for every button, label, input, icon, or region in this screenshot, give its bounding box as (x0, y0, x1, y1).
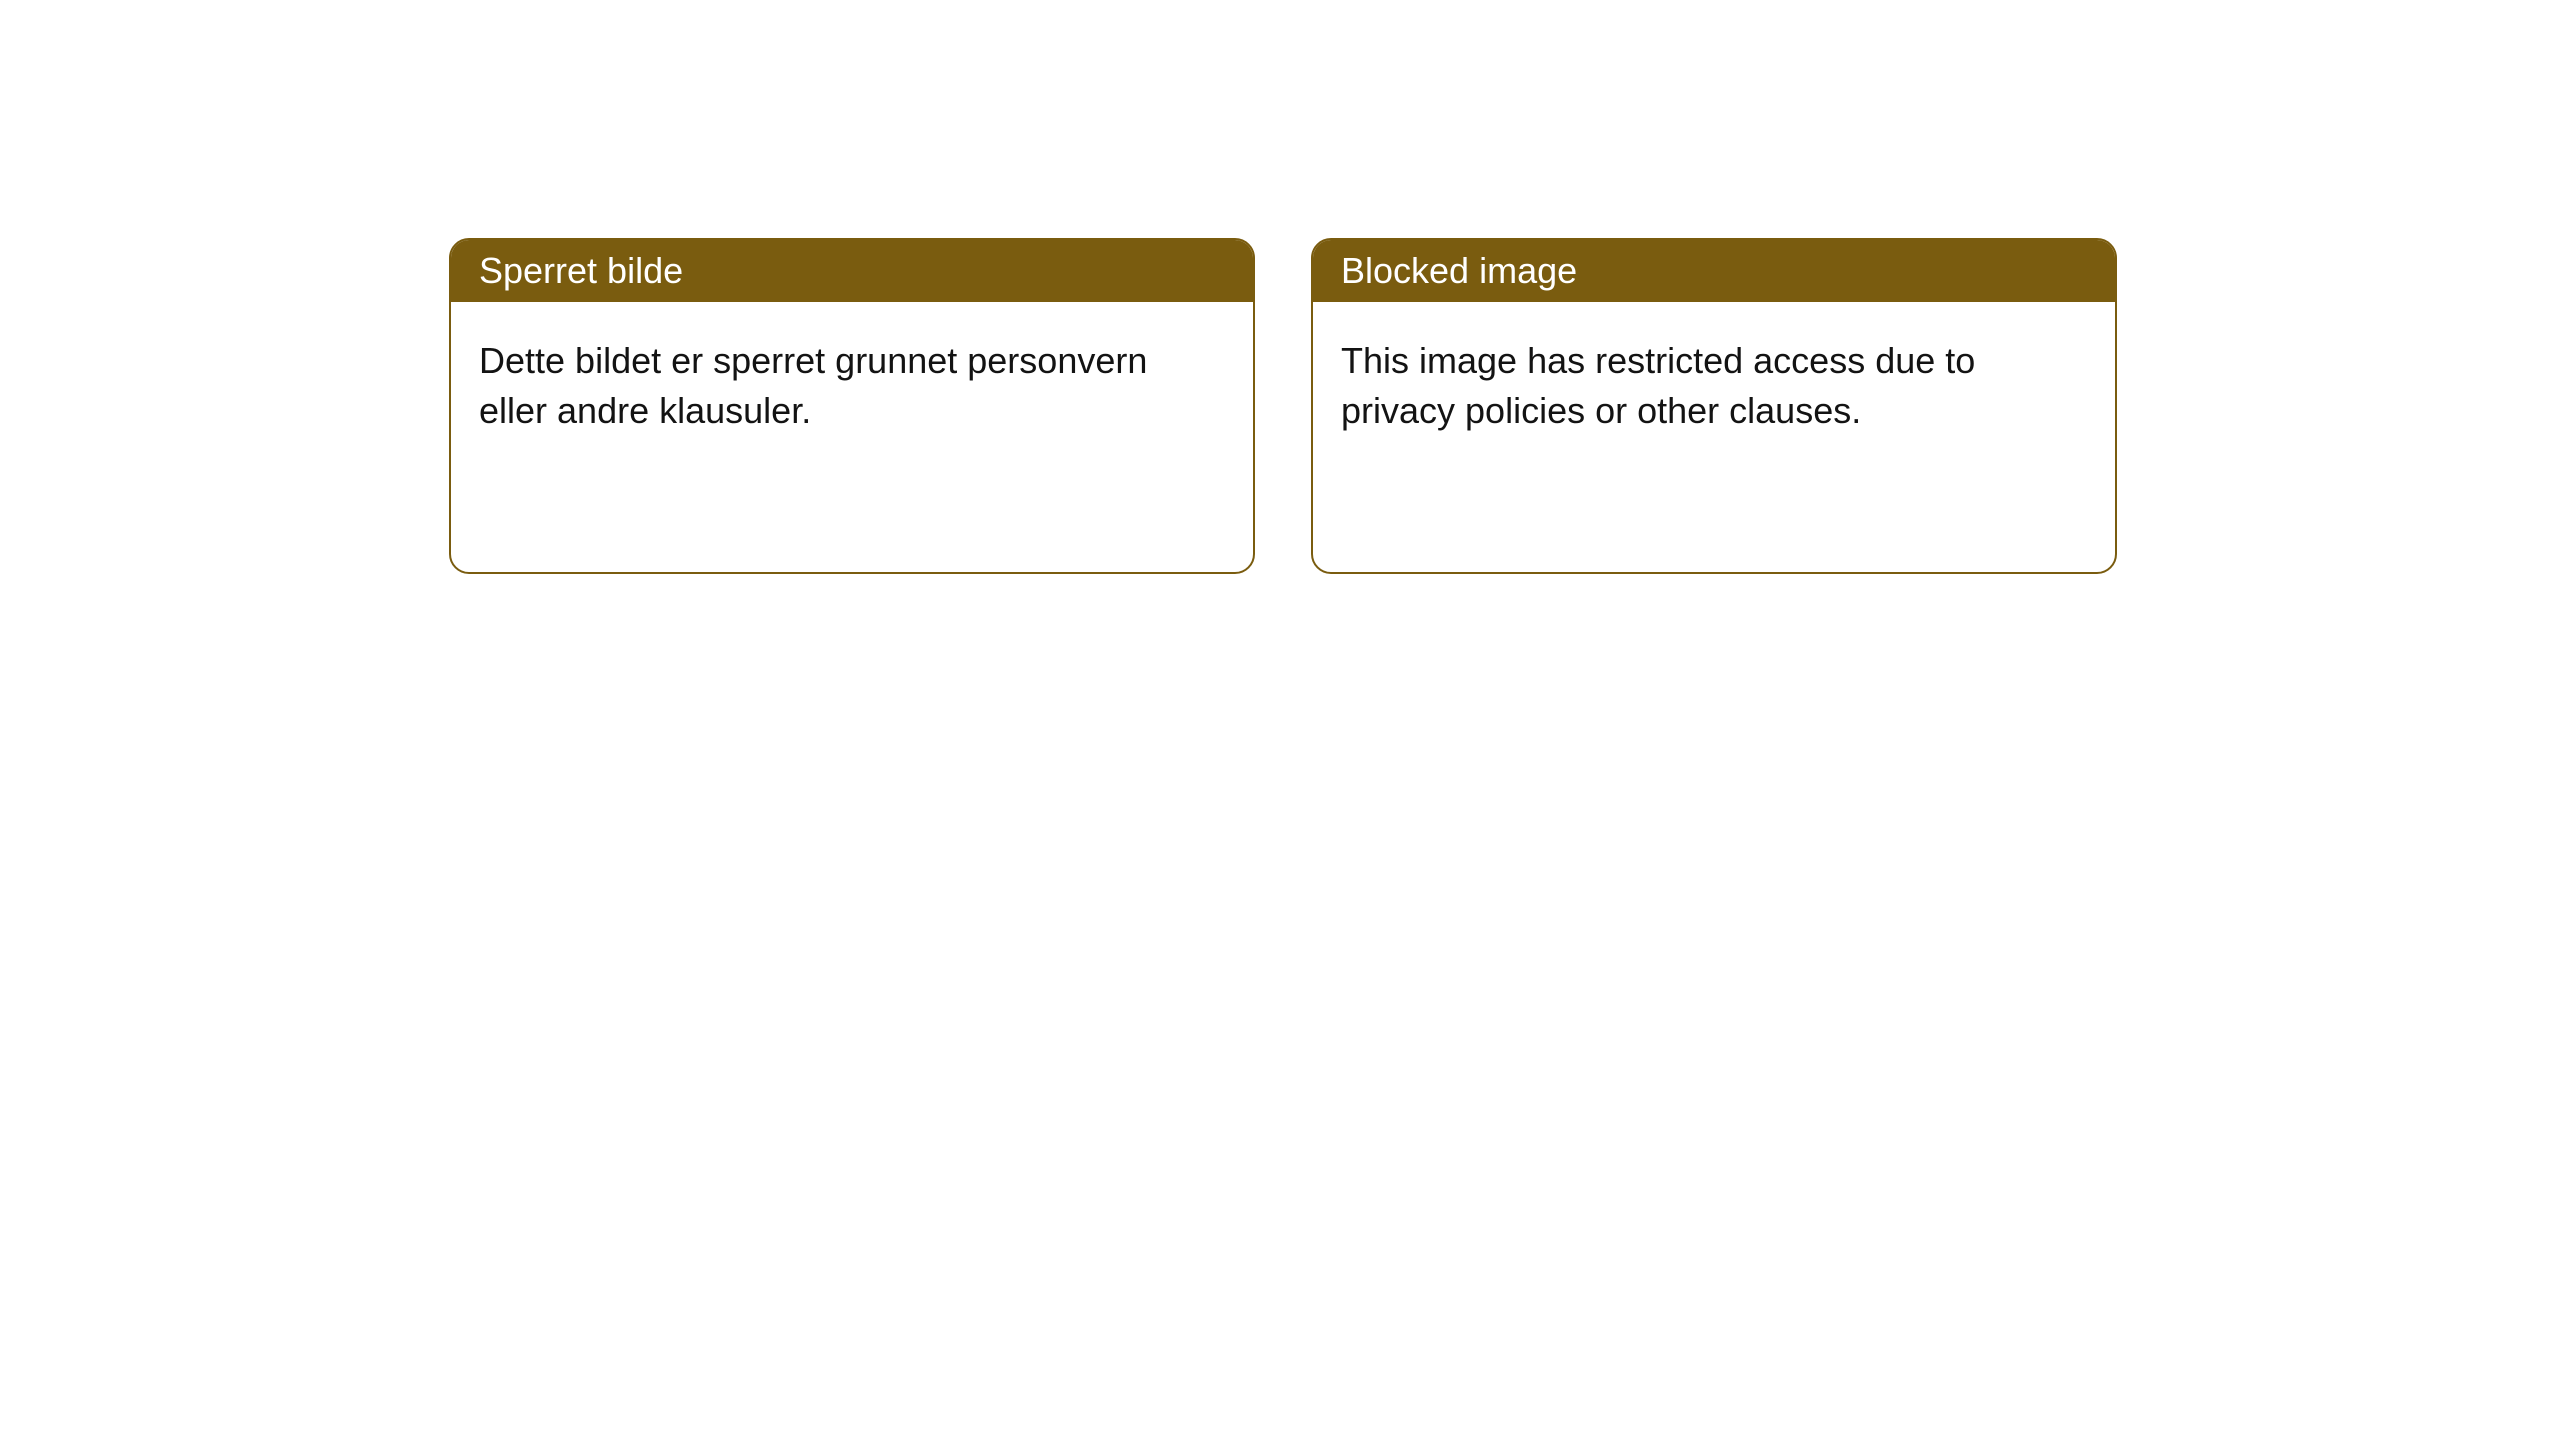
notice-message: This image has restricted access due to … (1341, 340, 1975, 431)
notice-container: Sperret bilde Dette bildet er sperret gr… (449, 238, 2117, 574)
notice-title: Blocked image (1341, 250, 1577, 291)
notice-body: This image has restricted access due to … (1313, 302, 2115, 471)
notice-card-english: Blocked image This image has restricted … (1311, 238, 2117, 574)
notice-header: Sperret bilde (451, 240, 1253, 302)
notice-body: Dette bildet er sperret grunnet personve… (451, 302, 1253, 471)
notice-message: Dette bildet er sperret grunnet personve… (479, 340, 1147, 431)
notice-title: Sperret bilde (479, 250, 683, 291)
notice-header: Blocked image (1313, 240, 2115, 302)
notice-card-norwegian: Sperret bilde Dette bildet er sperret gr… (449, 238, 1255, 574)
